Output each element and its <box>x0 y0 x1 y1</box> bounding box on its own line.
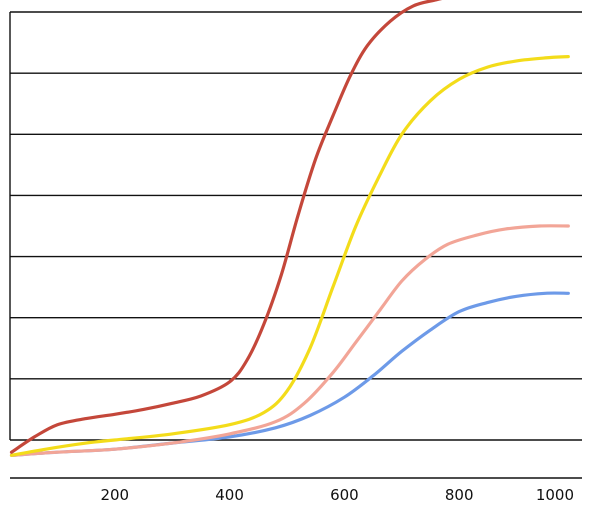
series-line-1 <box>9 55 570 457</box>
series-lines <box>9 0 570 457</box>
gridlines <box>10 11 582 441</box>
x-tick-label-800: 800 <box>445 486 474 504</box>
x-tick-label-200: 200 <box>100 486 129 504</box>
x-tick-label-600: 600 <box>330 486 359 504</box>
x-tick-label-400: 400 <box>215 486 244 504</box>
x-axis-ticks: 200 400 600 800 1000 <box>100 486 574 504</box>
series-line-0 <box>9 0 443 454</box>
series-line-2 <box>9 224 570 457</box>
x-tick-label-1000: 1000 <box>536 486 574 504</box>
